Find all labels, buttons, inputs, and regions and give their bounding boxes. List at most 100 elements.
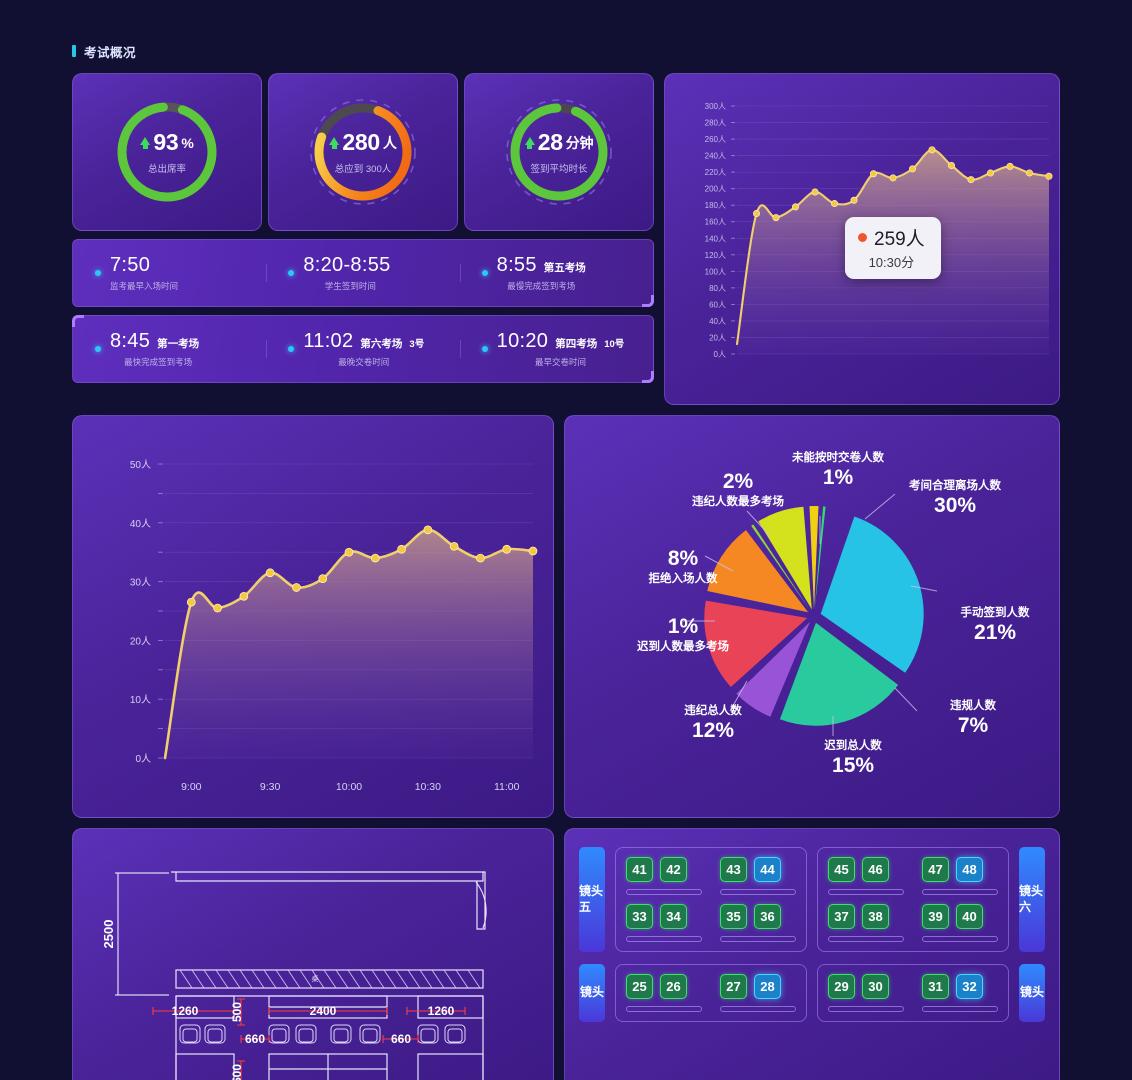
- bullet-icon: [95, 346, 101, 352]
- pie-label-value: 21%: [974, 621, 1017, 645]
- seat-highlighted[interactable]: 44: [754, 857, 782, 882]
- desk: [720, 1006, 797, 1012]
- pie-label-7: 8% 拒绝入场人数: [613, 546, 753, 587]
- svg-text:120人: 120人: [705, 251, 726, 260]
- seating-chart-card[interactable]: 镜头五 41 42: [564, 828, 1060, 1080]
- timeline-time: 7:50: [110, 254, 151, 276]
- title-accent-bar: [72, 45, 76, 57]
- seat[interactable]: 46: [862, 857, 890, 882]
- timeline-desc: 最早交卷时间: [534, 357, 586, 367]
- dim-1260-right: 1260: [428, 1004, 455, 1018]
- seat[interactable]: 42: [660, 857, 688, 882]
- svg-text:20人: 20人: [130, 635, 151, 647]
- timeline-item[interactable]: 11:02 第六考场 3号 最晚交卷时间: [266, 330, 459, 368]
- bullet-icon: [288, 346, 295, 352]
- seat[interactable]: 34: [660, 904, 688, 929]
- kpi-label: 总出席率: [147, 164, 186, 175]
- donut-avg-checkin-time: 28 分钟 签到平均时长: [501, 94, 617, 210]
- camera-label-left-lower[interactable]: 镜头: [579, 964, 606, 1022]
- timeline-time: 8:55: [496, 254, 537, 276]
- attendance-trend-chart-detail[interactable]: 0人 10人 20人 30人 40人 50人 9:00 9:30 10:00 10:30 11:0…: [72, 415, 555, 818]
- pie-label-text: 违纪总人数: [684, 705, 742, 717]
- pie-label-value: 7%: [957, 714, 989, 738]
- kpi-card-attendance-rate[interactable]: 93% 总出席率: [72, 73, 262, 231]
- dim-2500: 2500: [101, 920, 116, 949]
- timeline-tag: 第一考场: [157, 338, 200, 350]
- pie-label-text: 迟到人数最多考场: [637, 641, 730, 654]
- kpi-unit: %: [181, 134, 194, 151]
- timeline-tag: 第六考场: [360, 338, 403, 350]
- attendance-trend-chart-top[interactable]: 0人 20人 40人 60人 80人 100人 120人 140人 160人 180人 200人 22…: [664, 73, 1060, 405]
- seat-highlighted[interactable]: 28: [754, 974, 782, 999]
- kpi-card-avg-checkin-time[interactable]: 28 分钟 签到平均时长: [464, 73, 654, 231]
- svg-text:60人: 60人: [709, 300, 726, 309]
- seat-block[interactable]: 45 46 47 48: [817, 847, 1009, 952]
- seat-block[interactable]: 41 42 43 44: [615, 847, 808, 952]
- seat[interactable]: 27: [720, 974, 748, 999]
- kpi-label: 总应到 300人: [334, 164, 392, 175]
- seat[interactable]: 25: [626, 974, 654, 999]
- timeline-tag: 第五考场: [543, 262, 586, 274]
- pie-label-1: 考间合理离场人数 30%: [870, 479, 1040, 520]
- seat[interactable]: 30: [862, 974, 890, 999]
- seat[interactable]: 31: [922, 974, 950, 999]
- seat[interactable]: 35: [720, 904, 748, 929]
- desk: [720, 936, 797, 942]
- seat-block[interactable]: 25 26 27 28: [615, 964, 808, 1022]
- dim-660-left: 660: [245, 1032, 265, 1046]
- seat-group: 45 46: [828, 857, 905, 895]
- exam-breakdown-pie-card[interactable]: 未能按时交卷人数 1% 考间合理离场人数 30% 手动签到人数 21% 违规人数…: [564, 415, 1060, 818]
- dim-2400: 2400: [310, 1004, 337, 1018]
- seat[interactable]: 47: [922, 857, 950, 882]
- desk: [626, 1006, 703, 1012]
- pie-label-text: 考间合理离场人数: [909, 480, 1002, 492]
- timeline-item[interactable]: 7:50 监考最早入场时间: [73, 254, 266, 292]
- pie-label-value: 15%: [832, 754, 875, 778]
- desk: [828, 889, 905, 895]
- timeline-item[interactable]: 8:55 第五考场 最慢完成签到考场: [459, 254, 653, 292]
- desk: [922, 936, 999, 942]
- kpi-card-present-count[interactable]: 280 人 总应到 300人: [268, 73, 458, 231]
- seat-group: 41 42: [626, 857, 703, 895]
- seating-row-upper: 镜头五 41 42: [579, 847, 1045, 952]
- seat[interactable]: 33: [626, 904, 654, 929]
- svg-text:300人: 300人: [705, 102, 726, 111]
- timeline-time: 11:02: [303, 330, 354, 352]
- bullet-icon: [95, 270, 101, 276]
- desk: [922, 1006, 999, 1012]
- corner-accent: [72, 315, 84, 327]
- seat[interactable]: 41: [626, 857, 654, 882]
- seat[interactable]: 39: [922, 904, 950, 929]
- seat[interactable]: 40: [956, 904, 984, 929]
- timeline-item[interactable]: 10:20 第四考场 10号 最早交卷时间: [459, 330, 653, 368]
- svg-text:160人: 160人: [705, 218, 726, 227]
- timeline-time: 8:20-8:55: [303, 254, 391, 276]
- seat-block[interactable]: 29 30 31 32: [817, 964, 1009, 1022]
- tooltip-value: 259人: [874, 229, 925, 250]
- seat-highlighted[interactable]: 32: [956, 974, 984, 999]
- camera-label-right-upper[interactable]: 镜头六: [1019, 847, 1045, 952]
- timeline-item[interactable]: 8:45 第一考场 最快完成签到考场: [73, 330, 266, 368]
- svg-text:100人: 100人: [705, 267, 726, 276]
- svg-text:0人: 0人: [714, 350, 726, 359]
- classroom-floor-plan-card[interactable]: 桌 2500: [72, 828, 555, 1080]
- timeline-item[interactable]: 8:20-8:55 学生签到时间: [266, 254, 459, 292]
- seat[interactable]: 37: [828, 904, 856, 929]
- trend-up-icon: [524, 136, 535, 149]
- seat[interactable]: 43: [720, 857, 748, 882]
- seat[interactable]: 26: [660, 974, 688, 999]
- seat[interactable]: 45: [828, 857, 856, 882]
- seat[interactable]: 38: [862, 904, 890, 929]
- desk: [626, 936, 703, 942]
- bullet-icon: [481, 270, 488, 276]
- camera-label-left-upper[interactable]: 镜头五: [579, 847, 606, 952]
- seat[interactable]: 36: [754, 904, 782, 929]
- camera-label-right-lower[interactable]: 镜头: [1019, 964, 1045, 1022]
- page-title: 考试概况: [84, 45, 137, 60]
- svg-text:30人: 30人: [130, 577, 151, 589]
- seat-highlighted[interactable]: 48: [956, 857, 984, 882]
- seat[interactable]: 29: [828, 974, 856, 999]
- pie-label-0: 未能按时交卷人数 1%: [758, 451, 918, 492]
- kpi-unit: 分钟: [565, 134, 594, 151]
- seating-row-lower: 镜头 25 26: [579, 964, 1045, 1022]
